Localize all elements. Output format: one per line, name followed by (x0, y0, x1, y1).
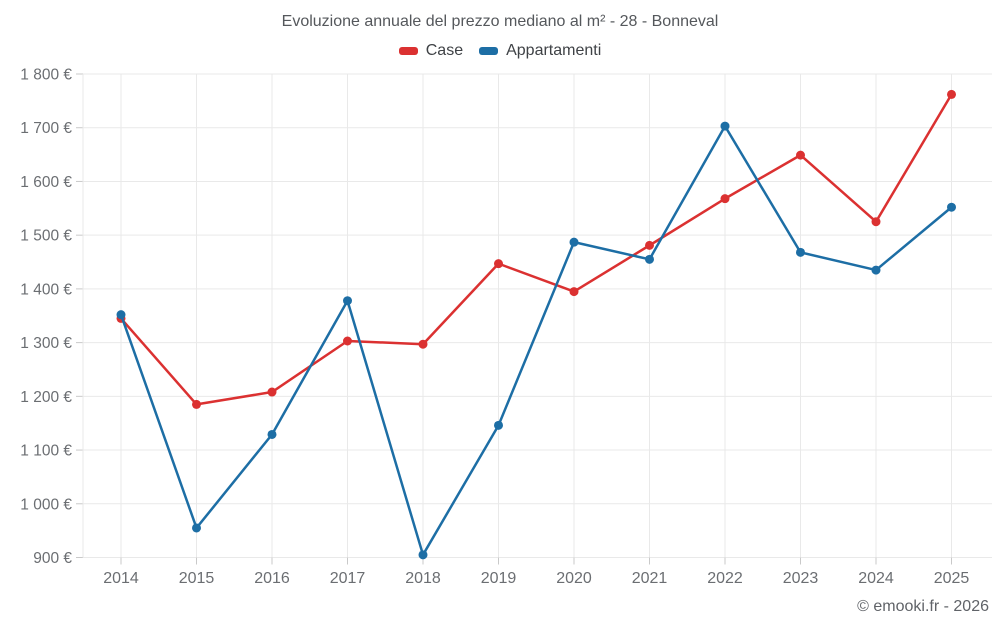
data-point-appartamenti-2014[interactable] (116, 310, 126, 320)
data-point-case-2018[interactable] (418, 339, 428, 349)
data-point-appartamenti-2023[interactable] (796, 247, 805, 257)
chart-title: Evoluzione annuale del prezzo mediano al… (281, 13, 719, 30)
legend-swatch-appartamenti-icon (479, 47, 499, 55)
data-point-case-2021[interactable] (645, 240, 654, 250)
data-point-case-2016[interactable] (267, 387, 277, 397)
y-tick-label: 1 500 € (20, 228, 72, 245)
y-tick-label: 1 400 € (20, 281, 72, 298)
data-point-case-2019[interactable] (494, 259, 503, 269)
data-point-appartamenti-2015[interactable] (192, 523, 201, 533)
x-tick-label: 2015 (179, 570, 215, 587)
y-tick-label: 1 600 € (20, 174, 72, 191)
data-point-case-2017[interactable] (343, 336, 352, 346)
x-tick-label: 2019 (481, 570, 517, 587)
data-point-case-2025[interactable] (947, 89, 956, 99)
data-point-appartamenti-2017[interactable] (343, 296, 352, 306)
data-point-appartamenti-2020[interactable] (569, 237, 579, 247)
x-tick-label: 2022 (707, 570, 743, 587)
data-point-appartamenti-2025[interactable] (947, 202, 956, 212)
data-point-case-2023[interactable] (796, 150, 805, 160)
y-tick-label: 1 700 € (20, 120, 72, 137)
y-tick-label: 1 800 € (20, 67, 72, 84)
x-tick-label: 2014 (103, 570, 139, 587)
y-tick-label: 1 100 € (20, 443, 72, 460)
x-tick-label: 2021 (632, 570, 668, 587)
x-tick-label: 2023 (783, 570, 819, 587)
x-tick-label: 2020 (556, 570, 592, 587)
data-point-appartamenti-2024[interactable] (871, 265, 881, 275)
x-tick-label: 2017 (330, 570, 366, 587)
data-point-case-2022[interactable] (720, 194, 730, 204)
series-line-appartamenti (119, 124, 953, 557)
legend-label-appartamenti: Appartamenti (506, 42, 602, 59)
x-tick-label: 2018 (405, 570, 441, 587)
data-point-appartamenti-2018[interactable] (418, 550, 428, 560)
data-point-appartamenti-2021[interactable] (645, 254, 654, 264)
data-point-appartamenti-2022[interactable] (720, 121, 730, 131)
data-point-case-2024[interactable] (871, 217, 881, 227)
x-tick-label: 2016 (254, 570, 290, 587)
data-point-case-2020[interactable] (569, 287, 579, 297)
legend-item-appartamenti[interactable]: Appartamenti (479, 42, 601, 60)
data-point-appartamenti-2016[interactable] (267, 429, 277, 439)
y-tick-label: 1 300 € (20, 335, 72, 352)
y-tick-label: 1 000 € (20, 496, 72, 513)
data-point-case-2015[interactable] (192, 399, 201, 409)
legend-label-case: Case (425, 42, 464, 59)
legend-item-case[interactable]: Case (398, 42, 464, 60)
y-tick-label: 900 € (33, 550, 72, 567)
legend-swatch-case-icon (398, 47, 418, 55)
y-tick-label: 1 200 € (20, 389, 72, 406)
x-tick-label: 2025 (934, 570, 970, 587)
x-tick-label: 2024 (858, 570, 894, 587)
data-point-appartamenti-2019[interactable] (494, 420, 503, 430)
series-line-case (119, 93, 953, 406)
attribution: © emooki.fr - 2026 (857, 598, 989, 615)
legend: Case Appartamenti (0, 42, 1000, 60)
